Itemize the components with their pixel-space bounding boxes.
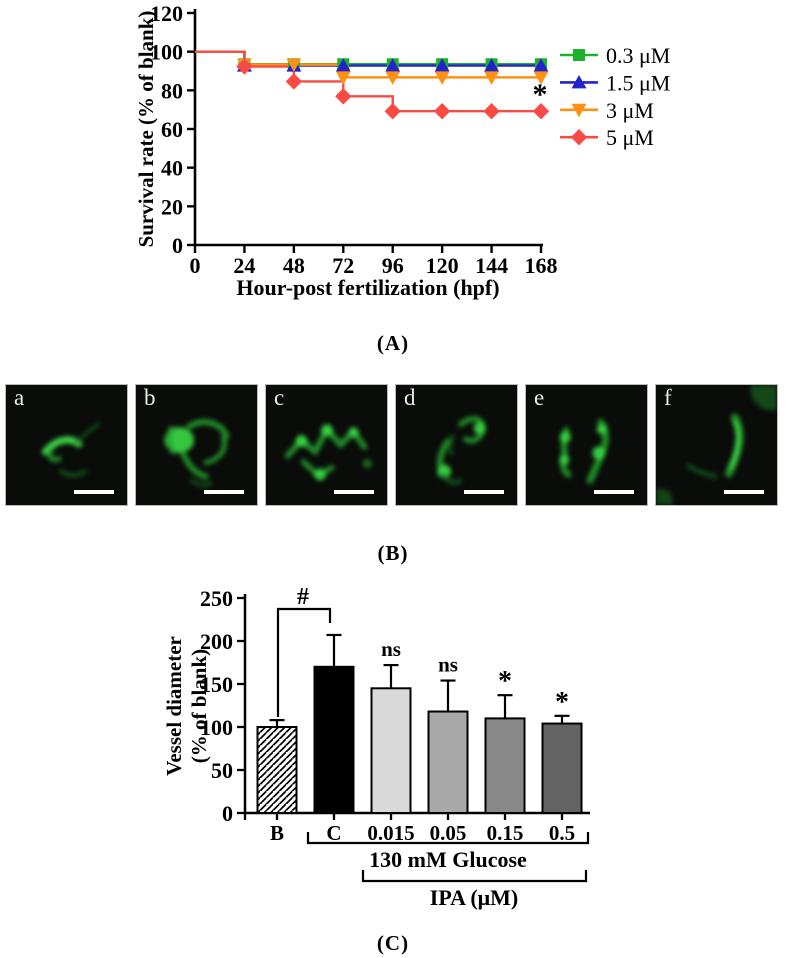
significance-annotation: ns — [438, 653, 458, 677]
group-bracket-label: IPA (μM) — [430, 885, 518, 910]
tile-letter: c — [274, 385, 285, 410]
bar-category-label: C — [326, 821, 341, 845]
vessel-y-axis-label-line1: Vessel diameter — [162, 636, 186, 776]
significance-annotation: ns — [381, 637, 401, 661]
scale-bar — [594, 490, 634, 494]
bar-0.5 — [541, 722, 583, 814]
panel-c-caption: (C) — [376, 931, 410, 955]
vessel-diameter-chart: Vessel diameter (% of blank) 0 50 100 150 20… — [162, 584, 590, 910]
scale-bar — [724, 490, 764, 494]
bar-category-label: 0.015 — [367, 821, 414, 845]
vessel-plot-area: 0 50 100 150 200 250 B C 0.015 0.05 0.15 0.5 ns ns * * #… — [200, 584, 590, 910]
tile-letter: d — [404, 385, 416, 410]
micrograph-image-e — [559, 418, 609, 484]
vessel-y-axis-label-line2: (% of blank) — [187, 649, 211, 763]
svg-text:48: 48 — [283, 253, 305, 278]
tile-letter: f — [664, 385, 672, 410]
micrograph-image-f — [656, 385, 777, 505]
svg-text:120: 120 — [426, 253, 459, 278]
survival-y-axis-label: Survival rate (% of blank) — [134, 11, 158, 248]
svg-text:0: 0 — [222, 801, 233, 826]
micrograph-image-d — [437, 416, 486, 485]
micrograph-image-a — [41, 422, 101, 478]
svg-text:0: 0 — [172, 233, 183, 258]
tile-letter: e — [534, 385, 545, 410]
group-bracket-label: 130 mM Glucose — [369, 847, 527, 872]
micrograph-tile-e: e — [525, 384, 648, 506]
svg-text:168: 168 — [525, 253, 558, 278]
svg-text:0: 0 — [190, 253, 201, 278]
significance-annotation: * — [498, 666, 512, 697]
legend-label: 0.3 μM — [606, 43, 670, 68]
significance-annotation: * — [555, 687, 569, 718]
svg-text:100: 100 — [150, 40, 183, 65]
micrograph-image-c — [284, 424, 373, 481]
svg-text:96: 96 — [382, 253, 404, 278]
svg-text:120: 120 — [150, 1, 183, 26]
scale-bar — [74, 490, 114, 494]
svg-text:60: 60 — [161, 117, 183, 142]
svg-text:40: 40 — [161, 156, 183, 181]
bar-B — [256, 726, 298, 814]
hash-annotation: # — [297, 584, 309, 610]
legend-label: 1.5 μM — [606, 70, 670, 95]
micrograph-tile-f: f — [655, 384, 778, 506]
survival-legend: 0.3 μM1.5 μM 3 μM5 μM — [560, 43, 670, 150]
panel-a-caption: (A) — [376, 331, 410, 355]
micrograph-tile-a: a — [5, 384, 128, 506]
significance-asterisk-panel-a: * — [533, 78, 548, 111]
panel-b-caption: (B) — [377, 541, 409, 565]
micrograph-tile-c: c — [265, 384, 388, 506]
svg-text:72: 72 — [332, 253, 354, 278]
legend-label: 5 μM — [606, 125, 654, 150]
survival-plot-area: 0 20 40 60 80 100 120 0 24 48 72 96 120 144 168 — [150, 1, 558, 278]
svg-text:250: 250 — [200, 586, 233, 611]
svg-text:24: 24 — [233, 253, 255, 278]
bar-0.05 — [427, 710, 469, 815]
svg-text:100: 100 — [200, 715, 233, 740]
svg-text:50: 50 — [211, 758, 233, 783]
bar-0.15 — [484, 717, 526, 814]
bar-0.015 — [370, 687, 412, 814]
scale-bar — [334, 490, 374, 494]
tile-letter: a — [14, 385, 25, 410]
svg-text:20: 20 — [161, 194, 183, 219]
micrograph-tile-b: b — [135, 384, 258, 506]
bar-category-label: 0.5 — [549, 821, 575, 845]
bar-category-label: 0.15 — [487, 821, 524, 845]
legend-label: 3 μM — [606, 98, 654, 123]
scale-bar — [204, 490, 244, 494]
survival-x-axis-label: Hour-post fertilization (hpf) — [236, 275, 499, 300]
svg-text:150: 150 — [200, 672, 233, 697]
micrograph-tile-d: d — [395, 384, 518, 506]
scale-bar — [464, 490, 504, 494]
svg-text:80: 80 — [161, 78, 183, 103]
micrograph-image-b — [164, 419, 230, 487]
bar-category-label: B — [270, 821, 284, 845]
micrograph-strip: a b c — [5, 384, 778, 506]
svg-text:200: 200 — [200, 629, 233, 654]
bar-category-label: 0.05 — [430, 821, 467, 845]
svg-text:144: 144 — [475, 253, 508, 278]
tile-letter: b — [144, 385, 156, 410]
bar-C — [313, 665, 355, 814]
survival-chart: Survival rate (% of blank) Hour-post fer… — [134, 1, 670, 300]
